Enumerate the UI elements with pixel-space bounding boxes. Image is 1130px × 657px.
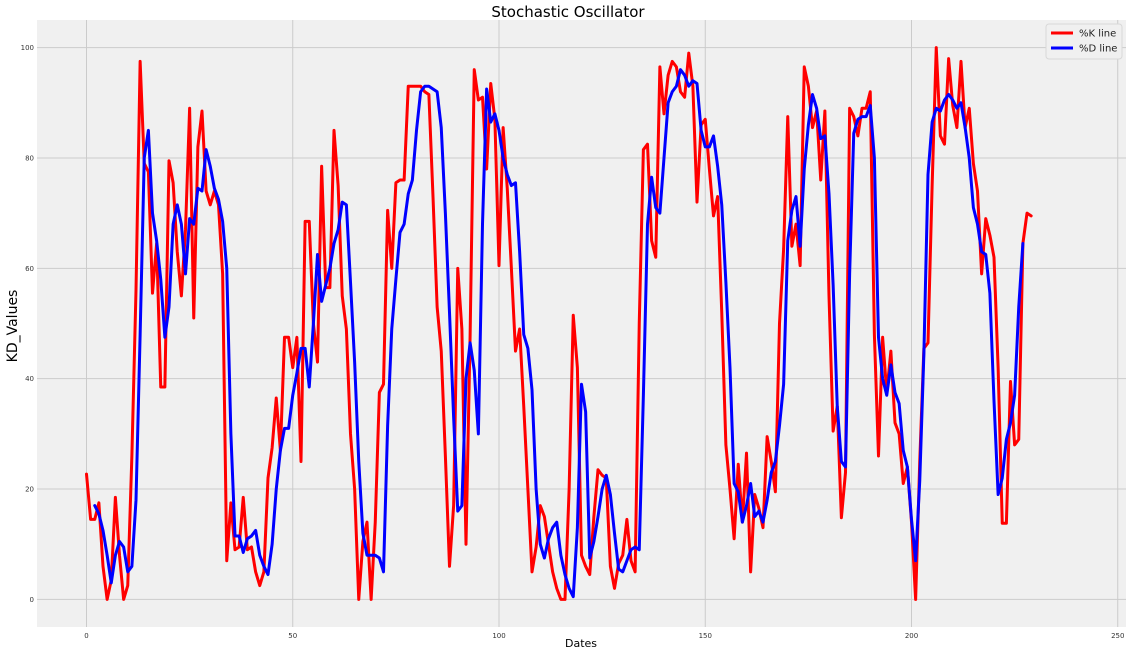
chart-title: Stochastic Oscillator [491, 3, 645, 21]
y-tick-label: 100 [21, 44, 34, 52]
series-layer [85, 46, 1033, 601]
grid-y [37, 47, 1126, 600]
x-axis-label: Dates [565, 637, 597, 650]
y-tick-label: 60 [25, 265, 34, 273]
legend-label: %D line [1079, 44, 1117, 55]
y-tick-label: 0 [30, 596, 34, 604]
legend-label: %K line [1079, 29, 1116, 40]
x-tick-label: 250 [1111, 632, 1124, 640]
x-tick-labels: 0 50 100 150 200 250 [84, 632, 1124, 640]
series-line-d [93, 68, 1025, 599]
x-tick-label: 0 [84, 632, 88, 640]
y-tick-label: 40 [25, 375, 34, 383]
y-tick-label: 80 [25, 154, 34, 162]
y-tick-label: 20 [25, 486, 34, 494]
x-tick-label: 200 [905, 632, 918, 640]
y-tick-labels: 0 20 40 60 80 100 [21, 44, 34, 604]
x-tick-label: 150 [699, 632, 712, 640]
x-tick-label: 100 [492, 632, 505, 640]
x-tick-label: 50 [288, 632, 297, 640]
legend: %K line %D line [1045, 23, 1123, 60]
series-line-k [85, 46, 1033, 601]
y-axis-label: KD_Values [5, 290, 21, 363]
